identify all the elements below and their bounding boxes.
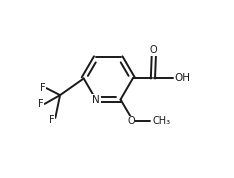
Text: O: O [127, 116, 135, 126]
Text: F: F [49, 115, 55, 125]
Text: O: O [150, 45, 158, 56]
Text: CH₃: CH₃ [152, 116, 170, 126]
Text: F: F [40, 83, 45, 93]
Text: OH: OH [175, 74, 191, 83]
Text: N: N [92, 95, 100, 104]
Text: F: F [38, 99, 44, 109]
